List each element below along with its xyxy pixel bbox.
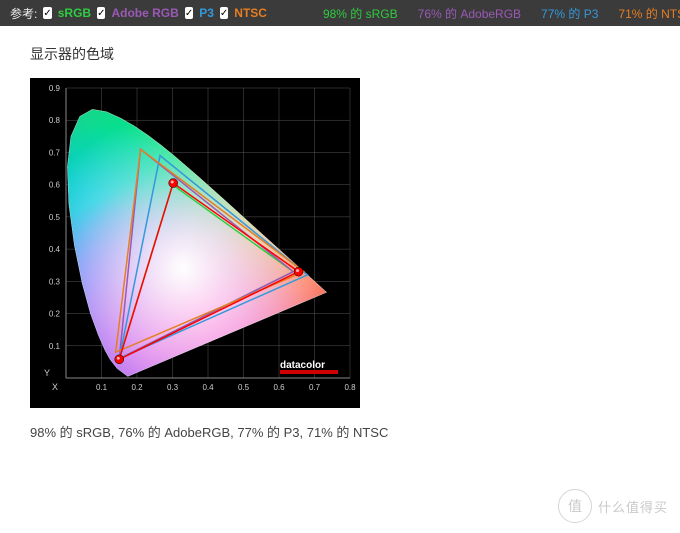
stat-srgb: 98% 的 sRGB [323,5,398,22]
svg-text:0.9: 0.9 [49,84,61,93]
legend-p3: P3 [199,6,214,20]
svg-text:0.2: 0.2 [49,310,61,319]
checkbox-srgb[interactable]: ✓ [43,7,51,19]
stat-p3: 77% 的 P3 [541,5,598,22]
svg-text:0.6: 0.6 [49,181,61,190]
svg-text:0.1: 0.1 [96,383,108,392]
legend-adobergb: Adobe RGB [111,6,178,20]
site-watermark: 值 什么值得买 [558,489,668,523]
reference-label: 参考: [10,5,37,22]
content-area: 显示器的色域 0.1 0.2 0.3 0.4 0.5 0.6 0.7 0.8 0.1 0.2 0.3… [0,26,680,441]
svg-text:0.6: 0.6 [273,383,285,392]
reference-toolbar: 参考: ✓ sRGB ✓ Adobe RGB ✓ P3 ✓ NTSC 98% 的 sRGB 76%… [0,0,680,26]
checkbox-ntsc[interactable]: ✓ [220,7,228,19]
svg-text:0.4: 0.4 [202,383,214,392]
svg-text:0.4: 0.4 [49,245,61,254]
legend-ntsc: NTSC [234,6,267,20]
svg-text:0.5: 0.5 [49,213,61,222]
checkbox-adobergb[interactable]: ✓ [97,7,105,19]
svg-text:0.3: 0.3 [49,277,61,286]
watermark-circle: 值 [558,489,592,523]
svg-text:0.8: 0.8 [49,116,61,125]
checkbox-p3[interactable]: ✓ [185,7,193,19]
svg-text:0.7: 0.7 [49,148,61,157]
chromaticity-chart: 0.1 0.2 0.3 0.4 0.5 0.6 0.7 0.8 0.1 0.2 0.3 0.4 0.5 0… [30,78,360,408]
svg-text:0.3: 0.3 [167,383,179,392]
chart-svg: 0.1 0.2 0.3 0.4 0.5 0.6 0.7 0.8 0.1 0.2 0.3 0.4 0.5 0… [30,78,360,408]
svg-text:0.2: 0.2 [131,383,143,392]
legend-srgb: sRGB [58,6,91,20]
stat-ntsc: 71% 的 NTSC [618,5,680,22]
svg-text:datacolor: datacolor [280,360,325,371]
watermark-text: 什么值得买 [598,497,668,516]
svg-text:Y: Y [44,368,50,378]
stat-adobergb: 76% 的 AdobeRGB [418,5,521,22]
chart-title: 显示器的色域 [30,44,650,64]
svg-text:0.8: 0.8 [344,383,356,392]
svg-text:0.7: 0.7 [309,383,321,392]
gamut-caption: 98% 的 sRGB, 76% 的 AdobeRGB, 77% 的 P3, 71… [30,422,650,441]
svg-text:0.5: 0.5 [238,383,250,392]
svg-text:X: X [52,382,58,392]
svg-text:0.1: 0.1 [49,342,61,351]
